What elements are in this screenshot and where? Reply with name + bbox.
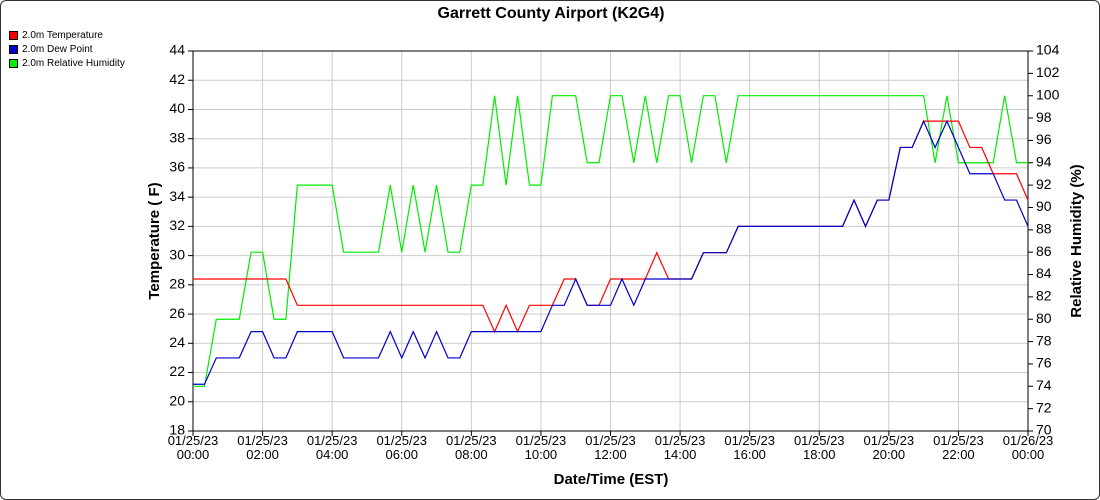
y-tick-label: 32 bbox=[169, 217, 185, 233]
y-tick-label: 42 bbox=[169, 71, 185, 87]
y-tick-label: 30 bbox=[169, 246, 185, 262]
y2-tick-label: 74 bbox=[1036, 377, 1052, 393]
legend-label: 2.0m Relative Humidity bbox=[22, 58, 125, 69]
y2-tick-label: 102 bbox=[1036, 64, 1060, 80]
y-tick-label: 22 bbox=[169, 363, 185, 379]
x-tick-label: 01/25/23 22:00 bbox=[933, 433, 984, 462]
y2-tick-label: 76 bbox=[1036, 355, 1052, 371]
y2-tick-label: 88 bbox=[1036, 221, 1052, 237]
legend-entry: 2.0m Relative Humidity bbox=[9, 58, 125, 69]
x-tick-label: 01/25/23 04:00 bbox=[306, 433, 358, 462]
y2-tick-label: 80 bbox=[1036, 310, 1052, 326]
y-tick-label: 24 bbox=[169, 334, 185, 350]
y-tick-label: 28 bbox=[169, 276, 185, 292]
chart-title: Garrett County Airport (K2G4) bbox=[438, 5, 665, 22]
y2-tick-label: 92 bbox=[1036, 176, 1052, 192]
legend-entry: 2.0m Temperature bbox=[9, 30, 103, 41]
x-tick-label: 01/25/23 10:00 bbox=[515, 433, 567, 462]
y-tick-label: 36 bbox=[169, 159, 185, 175]
y2-tick-label: 100 bbox=[1036, 86, 1060, 102]
y2-tick-label: 90 bbox=[1036, 198, 1052, 214]
x-axis-title: Date/Time (EST) bbox=[554, 471, 669, 488]
y-tick-label: 44 bbox=[169, 42, 185, 58]
series-line bbox=[193, 119, 1029, 385]
y-tick-label: 18 bbox=[169, 422, 185, 438]
x-tick-label: 01/25/23 14:00 bbox=[654, 433, 706, 462]
x-tick-label: 01/25/23 20:00 bbox=[863, 433, 915, 462]
x-tick-label: 01/25/23 12:00 bbox=[585, 433, 636, 462]
legend-entry: 2.0m Dew Point bbox=[9, 44, 93, 55]
y-tick-label: 34 bbox=[169, 188, 185, 204]
y2-tick-label: 86 bbox=[1036, 243, 1052, 259]
y2-axis-title: Relative Humidity (%) bbox=[1068, 164, 1085, 317]
x-tick-label: 01/26/23 00:00 bbox=[1002, 433, 1054, 462]
x-tick-label: 01/25/23 16:00 bbox=[724, 433, 775, 462]
legend-label: 2.0m Temperature bbox=[22, 30, 103, 41]
legend-label: 2.0m Dew Point bbox=[22, 44, 93, 55]
x-tick-label: 01/25/23 18:00 bbox=[793, 433, 845, 462]
y-tick-label: 40 bbox=[169, 100, 185, 116]
y-tick-label: 38 bbox=[169, 129, 185, 145]
y-tick-label: 26 bbox=[169, 305, 185, 321]
plot-frame bbox=[192, 50, 1029, 432]
y2-tick-label: 104 bbox=[1036, 42, 1060, 58]
y2-tick-label: 70 bbox=[1036, 422, 1052, 438]
y2-tick-label: 96 bbox=[1036, 131, 1052, 147]
series-line bbox=[193, 95, 1028, 387]
legend-swatch bbox=[9, 59, 18, 68]
x-tick-label: 01/25/23 00:00 bbox=[167, 433, 219, 462]
y2-tick-label: 78 bbox=[1036, 332, 1052, 348]
y2-tick-label: 84 bbox=[1036, 265, 1052, 281]
y-tick-label: 20 bbox=[169, 392, 185, 408]
y2-tick-label: 82 bbox=[1036, 288, 1052, 304]
y2-tick-label: 72 bbox=[1036, 399, 1052, 415]
x-tick-label: 01/25/23 06:00 bbox=[376, 433, 428, 462]
legend-swatch bbox=[9, 45, 18, 54]
legend-swatch bbox=[9, 31, 18, 40]
y2-tick-label: 94 bbox=[1036, 153, 1052, 169]
y2-tick-label: 98 bbox=[1036, 109, 1052, 125]
x-tick-label: 01/25/23 08:00 bbox=[446, 433, 497, 462]
x-tick-label: 01/25/23 02:00 bbox=[237, 433, 288, 462]
y-axis-title: Temperature ( F) bbox=[146, 182, 163, 299]
